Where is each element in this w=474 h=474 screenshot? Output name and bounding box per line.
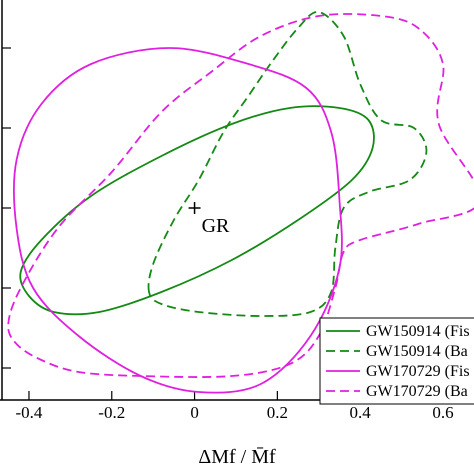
annotation: GR (202, 215, 230, 237)
x-tick-label: 0.6 (432, 403, 453, 422)
legend-box (319, 317, 474, 405)
legend-label: GW150914 (Fis (366, 323, 470, 340)
contour-line (19, 105, 375, 316)
plot-area (7, 11, 474, 394)
x-tick-label: 0 (190, 403, 199, 422)
legend-label: GW150914 (Ba (366, 343, 468, 360)
gr-marker (188, 202, 201, 214)
x-tick-label: 0.2 (267, 403, 288, 422)
legend-label: GW170729 (Ba (366, 383, 468, 400)
contour-line (13, 47, 343, 394)
x-tick-label: -0.2 (98, 403, 125, 422)
x-tick-label: -0.4 (16, 403, 43, 422)
contour-line (7, 13, 474, 378)
legend-label: GW170729 (Fis (366, 363, 470, 380)
x-tick-label: 0.4 (350, 403, 372, 422)
contour-line (147, 11, 428, 317)
x-axis-label: ΔMf / M̄f (198, 446, 276, 468)
